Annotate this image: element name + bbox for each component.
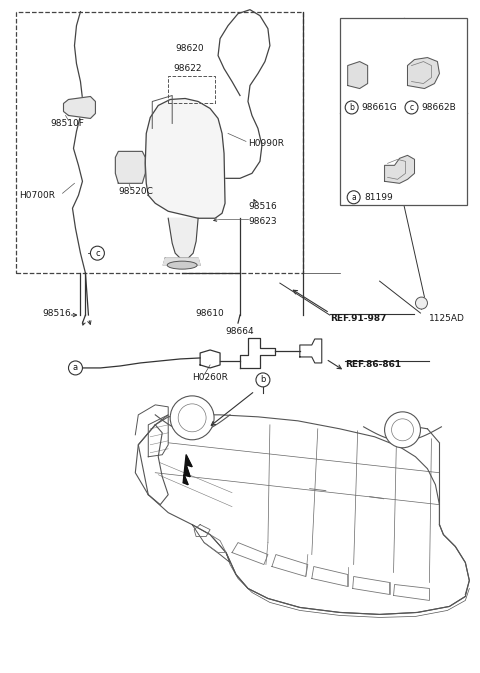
Text: a: a	[351, 192, 356, 202]
Text: 98623: 98623	[248, 217, 276, 225]
Circle shape	[256, 373, 270, 387]
Circle shape	[405, 101, 418, 114]
Text: 98622: 98622	[173, 64, 202, 73]
Polygon shape	[168, 218, 198, 258]
Text: REF.86-861: REF.86-861	[345, 361, 401, 369]
Text: 98516: 98516	[248, 202, 277, 211]
Circle shape	[416, 297, 428, 309]
Polygon shape	[145, 98, 225, 218]
Text: b: b	[260, 376, 265, 384]
Circle shape	[69, 361, 83, 375]
Polygon shape	[63, 96, 96, 118]
Text: H0990R: H0990R	[248, 139, 284, 148]
Polygon shape	[384, 155, 415, 183]
Text: H0260R: H0260R	[192, 374, 228, 382]
Polygon shape	[163, 258, 200, 265]
Text: 98661G: 98661G	[361, 103, 397, 112]
Polygon shape	[408, 58, 439, 89]
Ellipse shape	[167, 261, 197, 269]
Circle shape	[392, 419, 413, 441]
Text: REF.91-987: REF.91-987	[330, 314, 386, 322]
Text: 98510F: 98510F	[50, 119, 84, 128]
Circle shape	[170, 396, 214, 439]
Bar	[16, 11, 303, 273]
Circle shape	[178, 404, 206, 432]
Circle shape	[345, 101, 358, 114]
Circle shape	[90, 246, 104, 260]
Text: a: a	[73, 363, 78, 372]
Text: 98520C: 98520C	[119, 187, 153, 196]
Bar	[340, 17, 468, 205]
Text: 98664: 98664	[226, 326, 254, 336]
Text: c: c	[95, 248, 100, 258]
Polygon shape	[348, 61, 368, 89]
Text: 81199: 81199	[365, 192, 394, 202]
Polygon shape	[115, 151, 145, 183]
Text: 98610: 98610	[195, 308, 224, 318]
Text: 98516: 98516	[43, 308, 72, 318]
Circle shape	[347, 191, 360, 204]
Circle shape	[384, 412, 420, 448]
Polygon shape	[183, 455, 192, 485]
Text: 1125AD: 1125AD	[430, 314, 465, 322]
Text: c: c	[409, 103, 414, 112]
Text: 98620: 98620	[175, 44, 204, 53]
Text: H0700R: H0700R	[19, 190, 55, 200]
Text: 98662B: 98662B	[421, 103, 456, 112]
Text: b: b	[349, 103, 354, 112]
